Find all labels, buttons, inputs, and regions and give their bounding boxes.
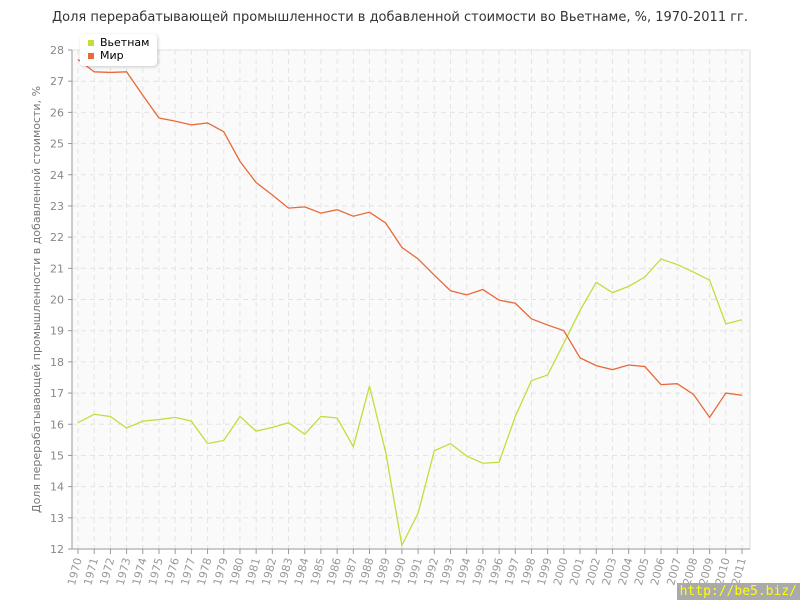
y-tick-label: 28 (50, 44, 64, 57)
legend-label: Мир (100, 49, 124, 62)
y-axis-label: Доля перерабатывающей промышленности в д… (30, 86, 43, 513)
y-tick-label: 26 (50, 106, 64, 119)
legend-swatch (88, 39, 94, 46)
y-tick-label: 15 (50, 449, 64, 462)
y-tick-label: 18 (50, 356, 64, 369)
y-tick-label: 22 (50, 231, 64, 244)
chart-title: Доля перерабатывающей промышленности в д… (51, 10, 749, 25)
y-tick-label: 20 (50, 294, 64, 307)
y-tick-label: 19 (50, 325, 64, 338)
legend-item-vietnam[interactable]: Вьетнам (88, 36, 149, 49)
y-tick-label: 27 (50, 75, 64, 88)
y-tick-label: 13 (50, 512, 64, 525)
legend-item-world[interactable]: Мир (88, 49, 149, 62)
legend-label: Вьетнам (100, 36, 150, 49)
y-tick-label: 25 (50, 138, 64, 151)
y-tick-label: 24 (50, 169, 64, 182)
y-tick-label: 23 (50, 200, 64, 213)
y-tick-label: 17 (50, 387, 64, 400)
legend-swatch (88, 52, 94, 59)
y-tick-label: 12 (50, 543, 64, 556)
legend: Вьетнам Мир (80, 34, 158, 66)
y-tick-label: 21 (50, 262, 64, 275)
series-line-world (77, 58, 743, 419)
series-line-vietnam (77, 258, 743, 548)
watermark[interactable]: http://be5.biz/ (676, 583, 800, 600)
y-tick-label: 16 (50, 418, 64, 431)
y-tick-label: 14 (50, 481, 64, 494)
